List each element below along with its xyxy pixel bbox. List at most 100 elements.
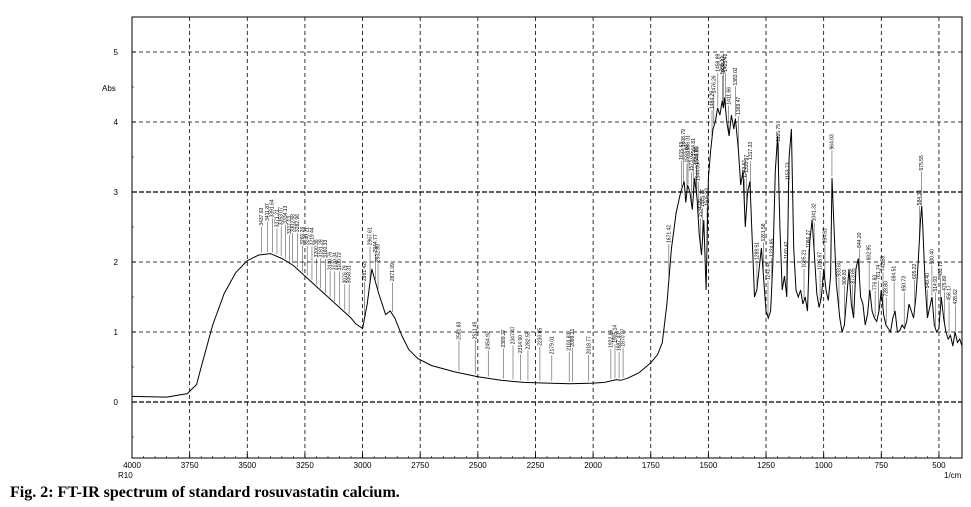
peak-label: 2347.47 [511, 326, 517, 344]
x-tick-label: 3250 [296, 461, 314, 470]
peak-label: 1484.29 [710, 91, 716, 109]
peak-label: 3317.13 [287, 216, 293, 234]
y-tick-label: 0 [114, 398, 119, 407]
peak-label: 2103.83 [567, 332, 573, 350]
peak-label: 3260.26 [300, 227, 306, 245]
x-tick-label: 3750 [181, 461, 199, 470]
peak-label: 1434.14 [721, 55, 727, 73]
chart-axes: 4000 3750 3500 3250 3000 2750 2500 2250 2000 1750… [114, 16, 963, 470]
y-axis-label: Abs [102, 84, 116, 93]
peak-label: 3411.87 [265, 203, 271, 221]
peak-label: 475.80 [942, 275, 948, 291]
peak-label: 1241.48 [765, 262, 771, 280]
peak-label: 3282.96 [295, 214, 301, 232]
peak-label: 1544.09 [696, 163, 702, 181]
y-tick-label: 5 [114, 48, 119, 57]
peak-labels: 3437.93 3411.873391.643371.213353.073334.… [259, 53, 959, 382]
peak-label: 1383.02 [733, 67, 739, 85]
peak-label: 1066.27 [806, 230, 812, 248]
peak-label: 1369.47 [736, 97, 742, 115]
x-tick-label: 1250 [757, 461, 775, 470]
peak-label: 3334.13 [283, 205, 289, 223]
sample-label: R10 [118, 471, 133, 480]
peak-label: 1551.80 [694, 146, 700, 164]
peak-label: 2282.55 [525, 331, 531, 349]
peak-label: 873.85 [850, 268, 856, 284]
peak-label: 2454.92 [486, 331, 492, 349]
peak-label: 1195.75 [776, 124, 782, 142]
y-tick-label: 1 [114, 328, 119, 337]
peak-label: 3120.34 [332, 252, 338, 270]
peak-label: 761.74 [876, 264, 882, 280]
peak-label: 3181.28 [318, 239, 324, 257]
peak-label: 1289.51 [754, 242, 760, 260]
peak-label: 1261.58 [761, 223, 767, 241]
plot-frame [131, 16, 963, 459]
peak-label: 1615.63 [679, 142, 685, 160]
y-tick-label: 4 [114, 118, 119, 127]
peak-label: 3140.76 [328, 252, 334, 270]
peak-label: 456.17 [947, 285, 953, 301]
peak-label: 514.93 [933, 276, 939, 292]
x-tick-label: 2250 [527, 461, 545, 470]
ftir-chart: 4000 3750 3500 3250 3000 2750 2500 2250 2000 1750… [102, 16, 963, 480]
peak-label: 964.03 [829, 134, 835, 150]
peak-label: 1333.97 [744, 155, 750, 173]
peak-label: 2967.61 [368, 227, 374, 245]
x-tick-label: 2750 [411, 461, 429, 470]
peak-label: 802.95 [867, 245, 873, 261]
peak-label: 776.83 [873, 275, 879, 291]
peak-label: 428.62 [953, 289, 959, 305]
x-tick-label: 4000 [123, 461, 141, 470]
peak-label: 1458.89 [715, 53, 721, 71]
y-tick-label: 2 [114, 258, 119, 267]
peak-label: 1224.85 [769, 238, 775, 256]
peak-label: 1870.07 [621, 328, 627, 346]
figure-caption: Fig. 2: FT-IR spectrum of standard rosuv… [10, 484, 400, 501]
peak-label: 1015.67 [818, 252, 824, 270]
peak-label: 3240.21 [305, 227, 311, 245]
peak-label: 694.51 [892, 266, 898, 282]
peak-label: 2932.89 [376, 244, 382, 262]
peak-label: 2230.65 [537, 328, 543, 346]
peak-label: 2871.09 [390, 263, 396, 281]
x-tick-label: 750 [875, 461, 889, 470]
peak-label: 3076.79 [342, 265, 348, 283]
peak-label: 728.80 [884, 281, 890, 297]
peak-label: 1922.86 [608, 330, 614, 348]
x-tick-label: 1500 [699, 461, 717, 470]
peak-label: 2089.21 [570, 328, 576, 346]
spectrum-line [131, 97, 963, 398]
peak-label: 3391.64 [270, 199, 276, 217]
peak-label: 844.20 [857, 232, 863, 248]
peak-label: 2389.27 [501, 329, 507, 347]
peak-label: 1425.42 [723, 53, 729, 71]
peak-label: 1476.26 [711, 75, 717, 93]
peak-label: 1549.80 [694, 146, 700, 164]
peak-label: 3219.44 [309, 227, 315, 245]
x-axis-label: 1/cm [944, 471, 962, 480]
peak-label: 1041.32 [812, 203, 818, 221]
peak-label: 3200.36 [314, 239, 320, 257]
peak-label: 742.59 [881, 256, 887, 272]
peak-label: 549.40 [925, 273, 931, 289]
peak-label: 605.22 [912, 263, 918, 279]
peak-label: 1085.21 [802, 249, 808, 267]
x-tick-label: 3000 [354, 461, 372, 470]
peak-label: 2179.01 [549, 336, 555, 354]
peak-label: 530.40 [929, 249, 935, 265]
peak-label: 1573.02 [689, 153, 695, 171]
peak-label: 1905.14 [612, 325, 618, 343]
peak-label: 2314.90 [518, 335, 524, 353]
peak-label: 575.55 [919, 155, 925, 171]
x-tick-label: 3500 [238, 461, 256, 470]
peak-label: 1525.77 [700, 189, 706, 207]
peak-label: 650.73 [902, 276, 908, 292]
peak-label: 908.83 [842, 269, 848, 285]
peak-label: 933.60 [836, 261, 842, 277]
peak-label: 1592.97 [684, 144, 690, 162]
x-tick-label: 500 [932, 461, 946, 470]
peak-label: 3353.07 [279, 207, 285, 225]
peak-label: 2018.77 [586, 336, 592, 354]
peak-label: 2581.83 [456, 321, 462, 339]
